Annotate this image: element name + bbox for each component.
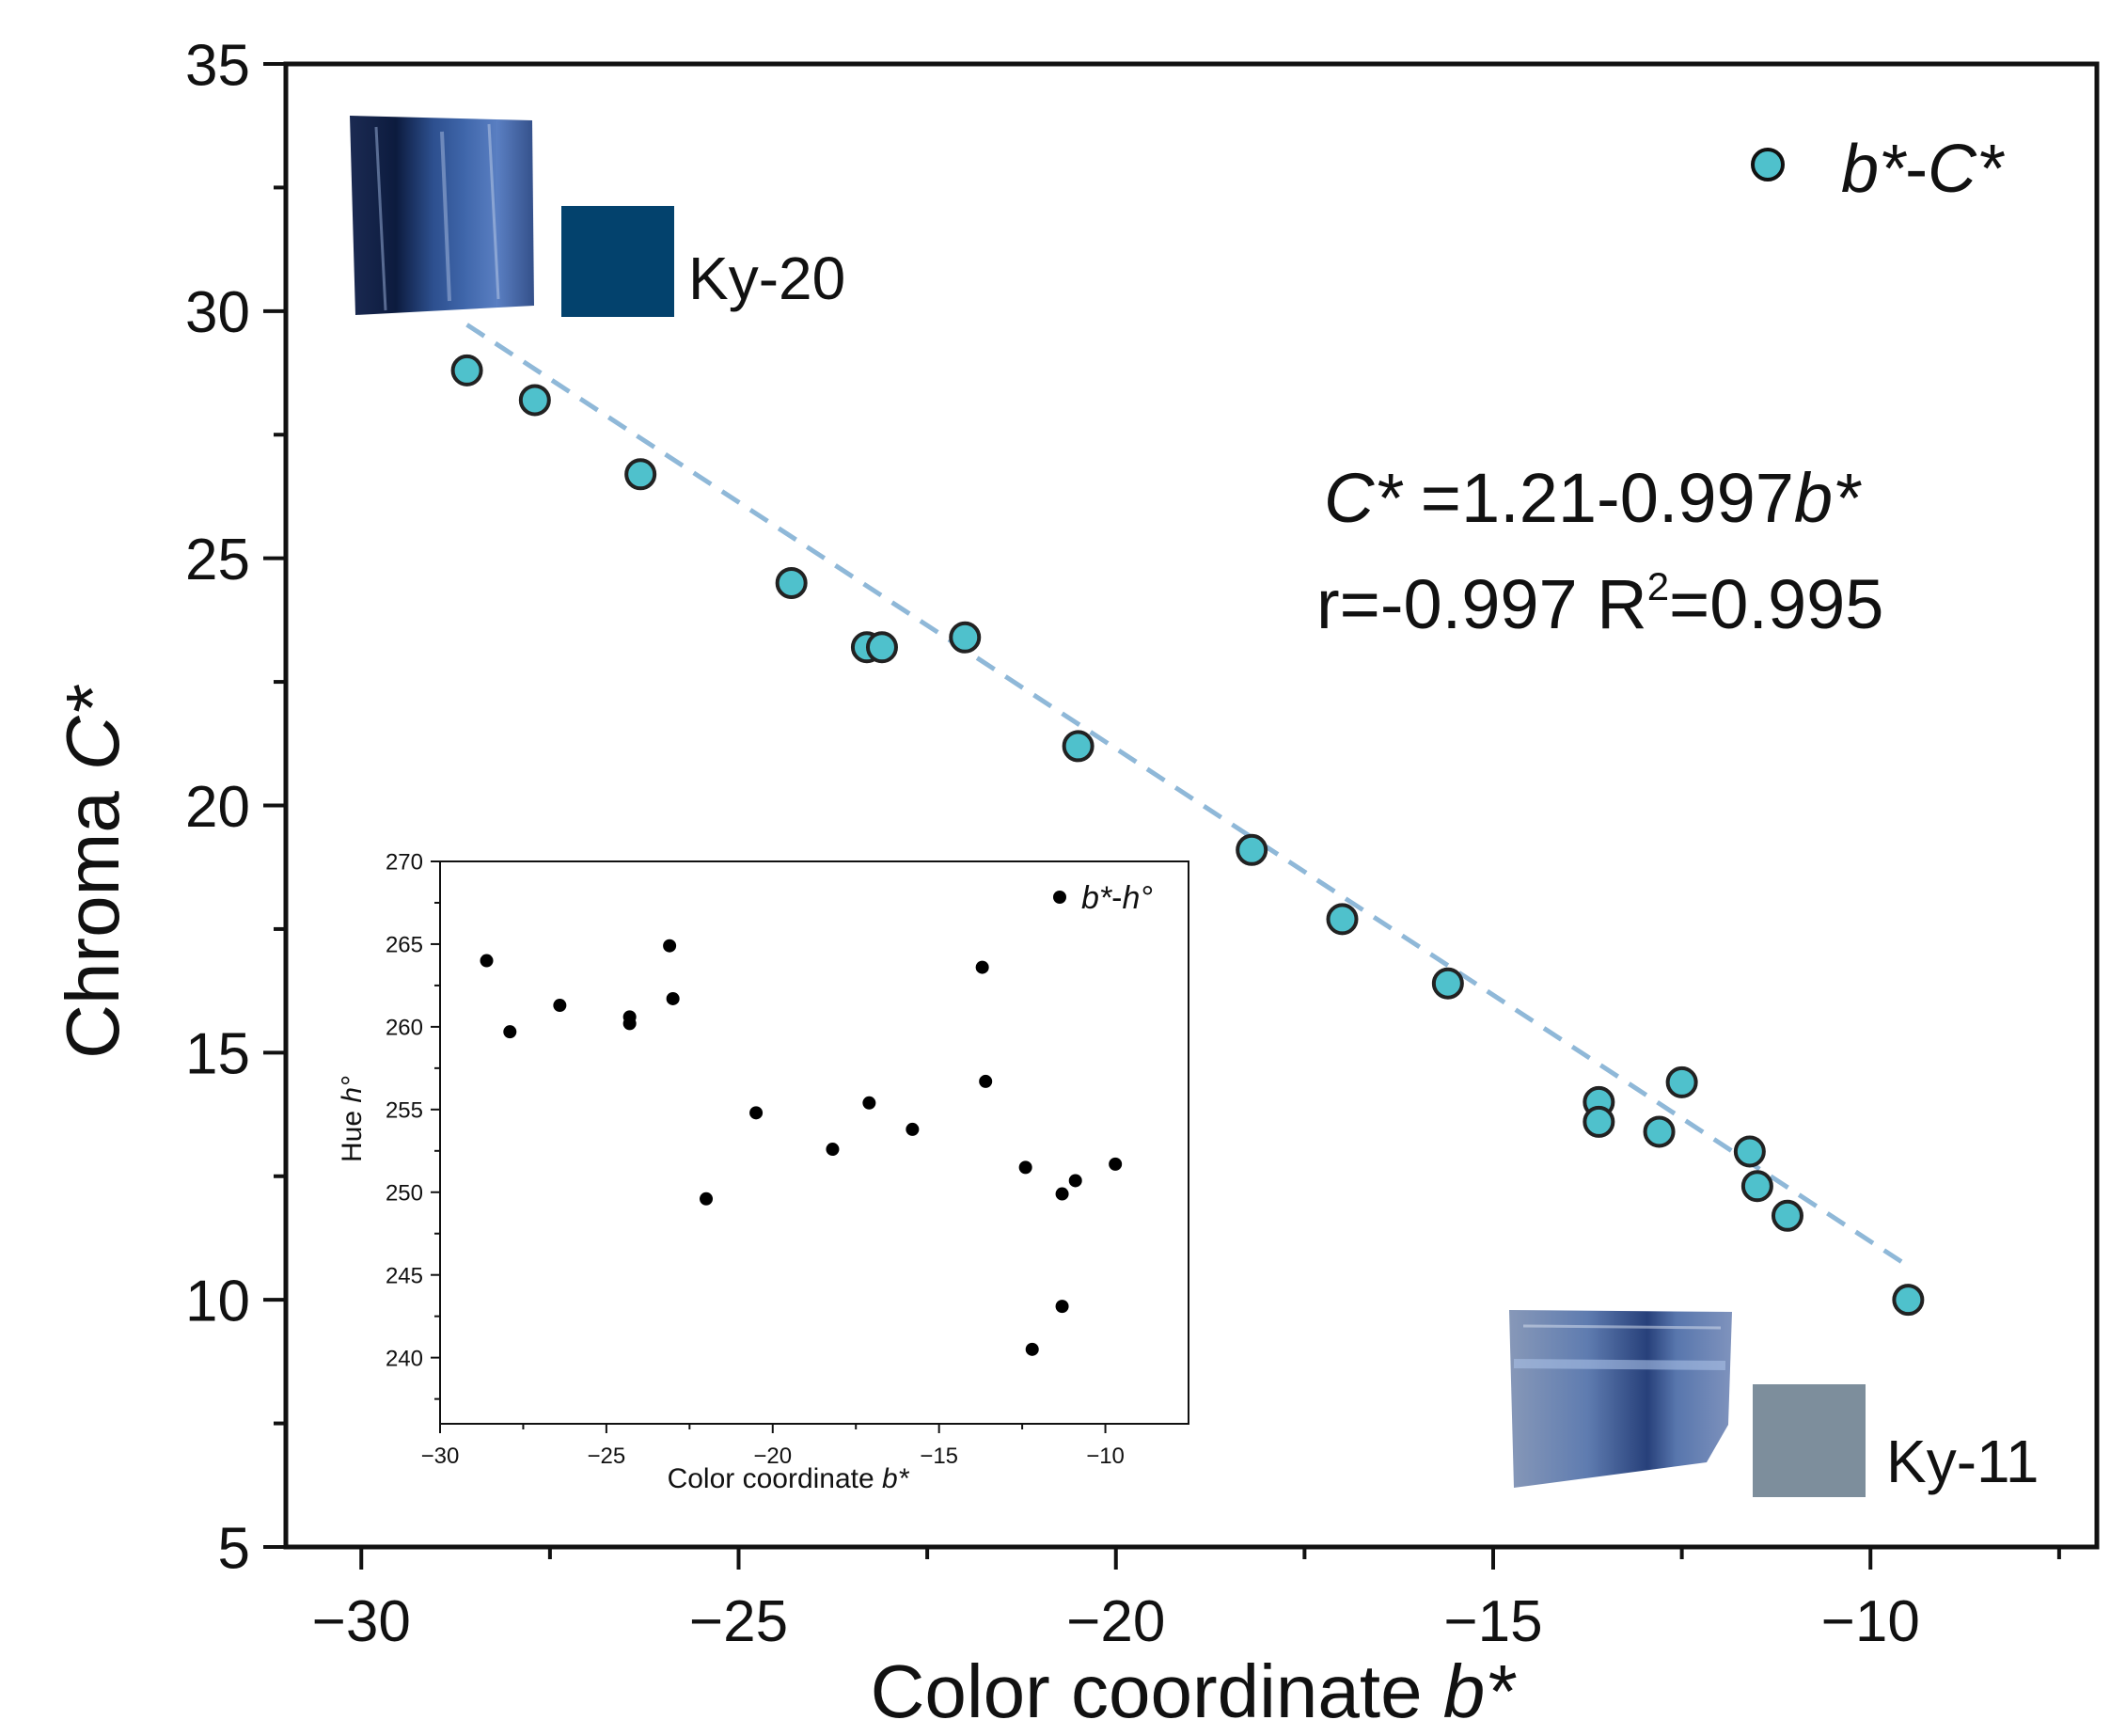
data-point	[1583, 1105, 1615, 1138]
legend-label: b*-C*	[1841, 132, 2005, 207]
y-tick-label: 30	[185, 280, 250, 345]
inset-data-point	[862, 1096, 876, 1110]
y-tick-label: 15	[185, 1022, 250, 1087]
y-tick-label: 270	[386, 850, 423, 876]
data-point	[624, 458, 657, 491]
data-point	[1665, 1065, 1698, 1098]
x-tick-label: −10	[1086, 1444, 1125, 1469]
data-point	[949, 621, 982, 654]
data-point	[1326, 903, 1359, 936]
data-point	[1771, 1199, 1803, 1232]
inset-data-point	[906, 1122, 920, 1136]
inset-data-point	[622, 1017, 637, 1031]
data-point	[1740, 1170, 1773, 1203]
plot-border	[439, 860, 1189, 1425]
inset-data-point	[480, 954, 494, 968]
data-point	[1733, 1135, 1766, 1168]
y-tick-label: 10	[185, 1269, 250, 1334]
x-tick-label: −30	[312, 1589, 411, 1654]
label-ky-20: Ky-20	[688, 245, 845, 312]
x-axis-title: Color coordinate b*	[871, 1649, 1518, 1733]
fit-equation: C* =1.21-0.997b*	[1324, 459, 1862, 537]
inset-data-point	[1109, 1157, 1123, 1171]
swatch-ky-11	[1753, 1384, 1866, 1497]
inset-data-points	[480, 939, 1123, 1356]
inset-data-point	[975, 960, 989, 974]
inset-data-point	[1068, 1174, 1082, 1188]
data-point	[1236, 833, 1268, 866]
inset-data-point	[663, 939, 677, 953]
data-point	[1643, 1115, 1676, 1148]
inset-data-point	[1025, 1342, 1039, 1356]
inset-tick-labels: −30 −25 −20 −15 −10 240 245 250 255 260 265 270	[386, 850, 1125, 1469]
data-point	[1431, 967, 1464, 1000]
y-tick-label: 20	[185, 775, 250, 840]
x-tick-label: −20	[753, 1444, 792, 1469]
inset-data-point	[1055, 1187, 1069, 1201]
y-tick-label: 25	[185, 528, 250, 592]
y-tick-label: 250	[386, 1180, 423, 1206]
x-tick-label: −15	[920, 1444, 958, 1469]
data-point	[450, 354, 483, 387]
inset-legend: b*-h°	[1053, 880, 1153, 916]
inset-data-point	[826, 1143, 840, 1157]
x-tick-label: −20	[1066, 1589, 1165, 1654]
data-point	[865, 631, 898, 664]
main-data-points	[450, 354, 1925, 1317]
sample-photo-ky-20	[350, 116, 534, 315]
inset-x-axis-title: Color coordinate b*	[668, 1463, 910, 1494]
inset-plot-frame	[439, 860, 1189, 1425]
inset-data-point	[1055, 1300, 1069, 1314]
x-tick-label: −10	[1821, 1589, 1920, 1654]
inset-data-point	[749, 1106, 764, 1120]
y-tick-label: 255	[386, 1097, 423, 1123]
data-point	[775, 566, 808, 599]
inset-background	[429, 858, 1190, 1418]
data-point	[518, 384, 551, 417]
inset-data-point	[700, 1192, 714, 1206]
inset-y-axis-title: Hue h°	[337, 1076, 368, 1162]
regression-fit-line	[465, 323, 1910, 1269]
y-tick-label: 265	[386, 933, 423, 958]
main-tick-labels: −30 −25 −20 −15 −10 5 10 15 20 25 30 35	[185, 33, 1920, 1654]
y-tick-label: 5	[218, 1516, 250, 1581]
inset-axis-ticks	[431, 860, 1107, 1433]
y-tick-label: 240	[386, 1346, 423, 1371]
x-tick-label: −25	[689, 1589, 788, 1654]
fit-statistics: r=-0.997 R2=0.995	[1316, 564, 1883, 643]
legend-marker	[1751, 148, 1785, 181]
y-tick-label: 245	[386, 1263, 423, 1288]
inset-data-point	[503, 1025, 517, 1039]
inset-data-point	[979, 1074, 993, 1088]
main-axis-ticks	[263, 62, 2061, 1570]
inset-legend-marker	[1053, 891, 1066, 904]
inset-data-point	[1018, 1160, 1032, 1175]
data-point	[1892, 1284, 1925, 1317]
x-tick-label: −25	[588, 1444, 626, 1469]
y-tick-label: 35	[185, 33, 250, 98]
label-ky-11: Ky-11	[1886, 1428, 2039, 1495]
y-axis-title: Chroma C*	[51, 684, 134, 1059]
swatch-ky-20	[561, 206, 674, 317]
x-tick-label: −15	[1443, 1589, 1542, 1654]
main-legend: b*-C*	[1751, 132, 2005, 207]
inset-data-point	[553, 999, 567, 1013]
y-tick-label: 260	[386, 1016, 423, 1041]
data-point	[1062, 730, 1094, 763]
x-tick-label: −30	[421, 1444, 460, 1469]
sample-photo-ky-11	[1509, 1310, 1732, 1488]
inset-legend-label: b*-h°	[1081, 880, 1153, 916]
inset-data-point	[666, 991, 680, 1005]
